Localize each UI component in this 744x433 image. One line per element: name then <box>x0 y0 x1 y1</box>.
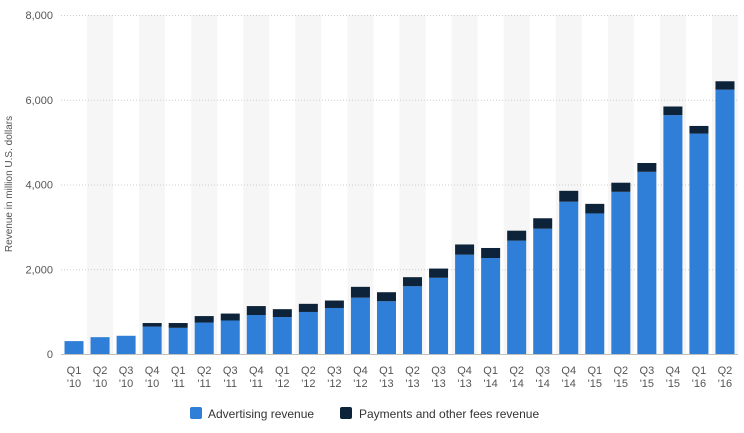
bar-advertising[interactable] <box>90 337 110 354</box>
bar-advertising[interactable] <box>481 258 501 354</box>
bar-advertising[interactable] <box>403 286 423 354</box>
x-tick-label: Q2'13 <box>405 365 420 390</box>
bar-advertising[interactable] <box>533 228 553 354</box>
bar-payments[interactable] <box>663 106 683 116</box>
bar-payments[interactable] <box>611 182 631 192</box>
legend-swatch-advertising <box>190 407 202 419</box>
x-tick-label: Q1'12 <box>275 365 290 390</box>
x-tick-label: Q3'12 <box>327 365 342 390</box>
x-axis-ticks: Q1'10 Q2'10 Q3'10 Q4'10 Q1'11 Q2'11 Q3'11 Q4'11… <box>67 365 733 390</box>
bar-payments[interactable] <box>376 292 396 302</box>
bar-payments[interactable] <box>533 218 553 229</box>
y-tick-label: 4,000 <box>25 180 53 192</box>
bar-advertising[interactable] <box>298 311 318 354</box>
y-axis-ticks: 0 2,000 4,000 6,000 8,000 <box>25 10 53 361</box>
bar-payments[interactable] <box>507 230 527 241</box>
x-tick-label: Q4'12 <box>353 365 368 390</box>
bar-advertising[interactable] <box>350 297 370 354</box>
bar-advertising[interactable] <box>585 213 605 354</box>
x-tick-label: Q1'11 <box>171 365 186 390</box>
bar-payments[interactable] <box>403 277 423 287</box>
bar-payments[interactable] <box>246 306 266 316</box>
bar-payments[interactable] <box>455 244 475 255</box>
legend-swatch-payments <box>340 407 352 419</box>
bar-advertising[interactable] <box>246 315 266 354</box>
bar-payments[interactable] <box>194 316 214 323</box>
bar-payments[interactable] <box>559 190 579 202</box>
x-tick-label: Q4'11 <box>249 365 264 390</box>
x-tick-label: Q3'11 <box>223 365 238 390</box>
y-tick-label: 6,000 <box>25 95 53 107</box>
y-tick-label: 8,000 <box>25 10 53 22</box>
bar-advertising[interactable] <box>429 277 449 354</box>
bar-advertising[interactable] <box>324 307 344 354</box>
bar-payments[interactable] <box>689 125 709 134</box>
x-tick-label: Q2'12 <box>301 365 316 390</box>
x-tick-label: Q2'15 <box>613 365 628 390</box>
bar-advertising[interactable] <box>689 133 709 354</box>
x-tick-label: Q1'15 <box>587 365 602 390</box>
bar-payments[interactable] <box>272 309 292 318</box>
column-band <box>295 15 322 354</box>
bar-advertising[interactable] <box>116 335 136 354</box>
x-tick-label: Q3'15 <box>640 365 655 390</box>
bar-advertising[interactable] <box>220 320 240 354</box>
bar-payments[interactable] <box>585 203 605 214</box>
column-band <box>139 15 166 354</box>
bar-advertising[interactable] <box>715 89 735 354</box>
y-tick-label: 2,000 <box>25 264 53 276</box>
legend-item-advertising[interactable]: Advertising revenue <box>190 407 314 421</box>
bar-advertising[interactable] <box>455 254 475 354</box>
bar-payments[interactable] <box>298 303 318 312</box>
column-band <box>191 15 218 354</box>
legend: Advertising revenue Payments and other f… <box>190 407 539 421</box>
legend-label-payments: Payments and other fees revenue <box>359 407 539 421</box>
bars <box>64 81 735 354</box>
x-tick-label: Q1'13 <box>379 365 394 390</box>
bar-advertising[interactable] <box>507 240 527 354</box>
bar-advertising[interactable] <box>376 301 396 354</box>
y-axis-title: Revenue in million U.S. dollars <box>4 116 15 252</box>
x-tick-label: Q3'10 <box>119 365 134 390</box>
x-tick-label: Q3'14 <box>535 365 550 390</box>
legend-label-advertising: Advertising revenue <box>208 407 314 421</box>
bar-advertising[interactable] <box>194 322 214 354</box>
bar-advertising[interactable] <box>559 201 579 354</box>
bar-payments[interactable] <box>350 286 370 298</box>
x-tick-label: Q2'16 <box>718 365 733 390</box>
bar-advertising[interactable] <box>272 317 292 354</box>
bar-advertising[interactable] <box>611 191 631 354</box>
x-tick-label: Q4'15 <box>666 365 681 390</box>
x-tick-label: Q1'16 <box>692 365 707 390</box>
bar-advertising[interactable] <box>168 327 188 354</box>
x-tick-label: Q4'14 <box>561 365 576 390</box>
x-tick-label: Q4'10 <box>145 365 160 390</box>
x-tick-label: Q2'11 <box>197 365 212 390</box>
bar-payments[interactable] <box>168 323 188 328</box>
bar-payments[interactable] <box>429 268 449 278</box>
x-tick-label: Q3'13 <box>431 365 446 390</box>
x-tick-label: Q2'14 <box>509 365 524 390</box>
bar-advertising[interactable] <box>637 171 657 354</box>
y-tick-label: 0 <box>47 349 53 361</box>
legend-item-payments[interactable]: Payments and other fees revenue <box>340 407 539 421</box>
x-tick-label: Q2'10 <box>93 365 108 390</box>
bar-payments[interactable] <box>715 81 735 90</box>
bar-payments[interactable] <box>220 313 240 321</box>
x-tick-label: Q1'10 <box>67 365 82 390</box>
bar-payments[interactable] <box>637 163 657 172</box>
bar-advertising[interactable] <box>142 326 162 354</box>
x-tick-label: Q4'13 <box>457 365 472 390</box>
bar-payments[interactable] <box>324 300 344 308</box>
bar-advertising[interactable] <box>64 341 84 354</box>
x-tick-label: Q1'14 <box>483 365 498 390</box>
bar-payments[interactable] <box>142 323 162 327</box>
bar-advertising[interactable] <box>663 115 683 354</box>
bar-payments[interactable] <box>481 247 501 259</box>
